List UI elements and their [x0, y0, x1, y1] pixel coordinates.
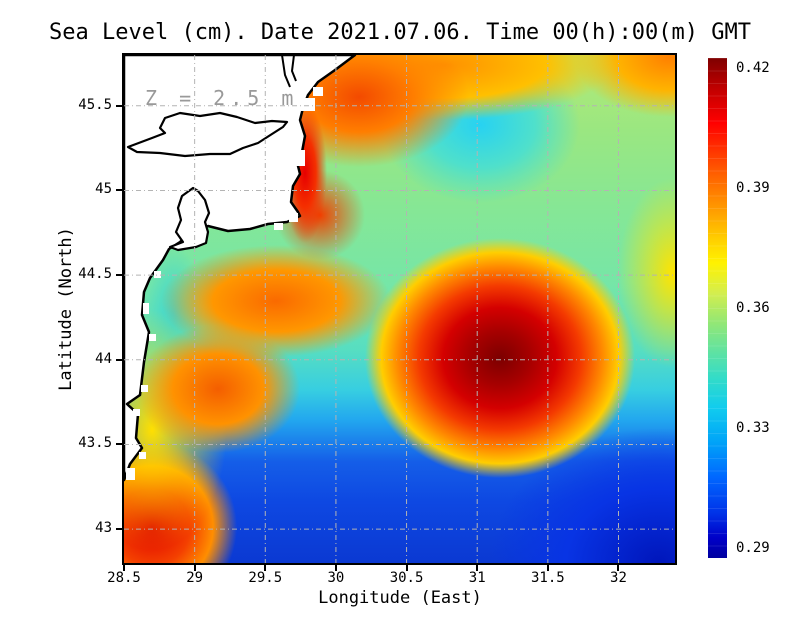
x-tick-mark — [123, 565, 125, 571]
y-tick-mark — [116, 274, 122, 277]
y-tick-label: 45 — [95, 181, 112, 198]
colorbar-tick-label: 0.29 — [736, 540, 770, 556]
x-tick-label: 31.5 — [530, 570, 565, 586]
x-tick-mark — [405, 565, 408, 571]
y-axis-title: Latitude (North) — [56, 227, 76, 391]
colorbar-tick-label: 0.36 — [736, 300, 770, 316]
colorbar-tick-label: 0.33 — [736, 420, 770, 436]
land-landmass — [124, 55, 357, 482]
masked-coastal-cells — [126, 87, 323, 480]
colorbar-tick-label: 0.39 — [736, 180, 770, 196]
x-tick-label: 32 — [610, 570, 627, 586]
y-tick-mark — [116, 528, 122, 531]
x-tick-label: 29.5 — [248, 570, 283, 586]
x-tick-label: 31 — [468, 570, 486, 586]
x-tick-mark — [193, 565, 196, 571]
x-tick-mark — [476, 565, 479, 571]
x-axis-title: Longitude (East) — [318, 588, 482, 608]
y-tick-label: 43 — [95, 520, 112, 537]
y-tick-label: 45.5 — [78, 96, 112, 113]
y-tick-mark — [116, 189, 122, 192]
x-tick-label: 30 — [327, 570, 345, 586]
y-tick-label: 44.5 — [78, 266, 112, 283]
y-tick-label: 43.5 — [78, 435, 112, 452]
x-tick-mark — [334, 565, 337, 571]
lagoon-razim-outline — [126, 111, 289, 158]
x-tick-mark — [617, 565, 620, 571]
depth-annotation: Z = 2.5 m — [145, 86, 299, 110]
y-tick-mark — [116, 358, 122, 361]
lagoon-sinoe-outline — [168, 186, 211, 252]
gridlines — [124, 55, 675, 563]
y-tick-mark — [116, 443, 122, 446]
x-tick-label: 29 — [186, 570, 204, 586]
chart-title: Sea Level (cm). Date 2021.07.06. Time 00… — [49, 20, 751, 45]
x-tick-mark — [546, 565, 549, 571]
x-tick-mark — [264, 565, 267, 571]
y-tick-mark — [116, 104, 122, 107]
colorbar-tick-label: 0.42 — [736, 60, 770, 76]
plot-area: Z = 2.5 m — [122, 53, 677, 565]
x-tick-label: 30.5 — [389, 570, 424, 586]
x-tick-label: 28.5 — [107, 570, 141, 586]
map-overlay — [124, 55, 675, 563]
danube-river-branches — [281, 55, 297, 88]
colorbar — [708, 58, 727, 558]
y-tick-label: 44 — [95, 350, 112, 367]
